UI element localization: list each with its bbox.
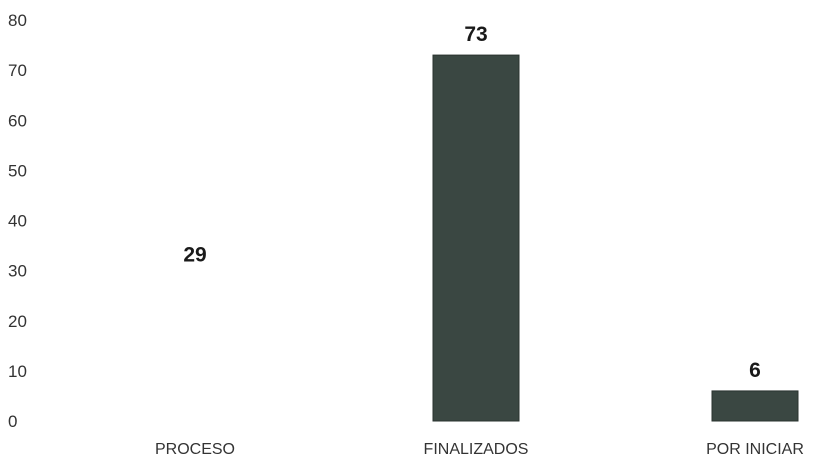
data-label: 6 bbox=[749, 359, 761, 382]
y-tick-label: 30 bbox=[8, 262, 27, 281]
data-label: 73 bbox=[464, 23, 487, 46]
bar-finalizados bbox=[432, 54, 520, 422]
bar-por-iniciar bbox=[711, 390, 799, 422]
x-category-label: POR INICIAR bbox=[706, 441, 804, 458]
y-tick-label: 10 bbox=[8, 362, 27, 381]
bars-group bbox=[152, 54, 799, 422]
y-axis: 0 10 20 30 40 50 60 70 80 bbox=[8, 11, 27, 431]
x-category-label: PROCESO bbox=[155, 441, 235, 458]
y-tick-label: 0 bbox=[8, 412, 17, 431]
y-tick-label: 20 bbox=[8, 312, 27, 331]
y-tick-label: 80 bbox=[8, 11, 27, 30]
data-labels-group: 29 73 6 bbox=[183, 23, 761, 382]
data-label: 29 bbox=[183, 244, 206, 267]
y-tick-label: 40 bbox=[8, 212, 27, 231]
y-tick-label: 70 bbox=[8, 61, 27, 80]
y-tick-label: 50 bbox=[8, 161, 27, 180]
x-axis: PROCESO FINALIZADOS POR INICIAR bbox=[155, 441, 804, 458]
y-tick-label: 60 bbox=[8, 111, 27, 130]
bar-proceso bbox=[152, 276, 238, 421]
x-category-label: FINALIZADOS bbox=[424, 441, 529, 458]
